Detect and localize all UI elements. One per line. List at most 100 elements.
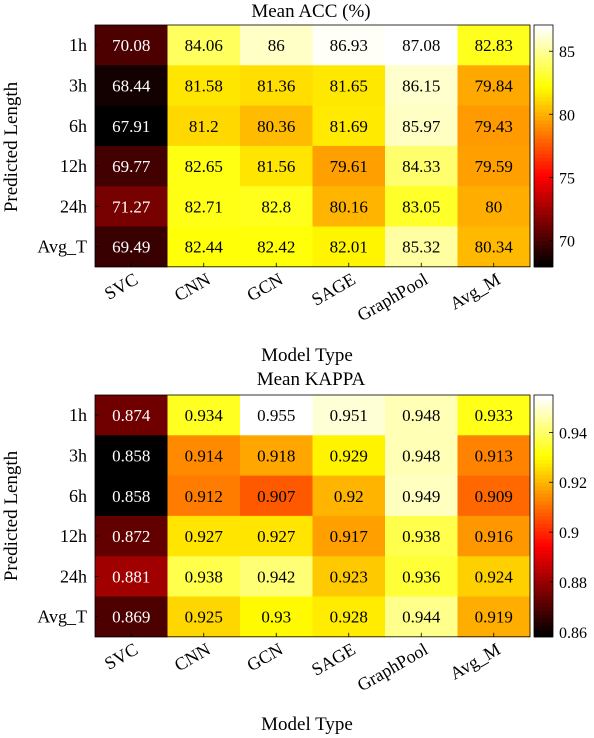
heatmap-cell — [385, 515, 458, 557]
colorbar-segment — [534, 587, 553, 593]
colorbar: 0.86 0.88 0.9 0.92 0.94 — [533, 394, 587, 642]
cell-value-label: 0.914 — [185, 446, 224, 465]
cell-value-label: 82.42 — [257, 238, 295, 257]
colorbar-segment — [534, 210, 553, 215]
colorbar-segment — [534, 217, 553, 223]
colorbar-segment — [534, 557, 553, 562]
colorbar-segment — [534, 455, 553, 460]
colorbar-segment — [534, 187, 553, 192]
colorbar-segment — [534, 255, 553, 260]
colorbar-segment — [534, 108, 553, 113]
cell-value-label: 71.27 — [112, 197, 151, 216]
colorbar-segment — [534, 225, 553, 230]
colorbar-segment — [534, 395, 553, 400]
cell-value-label: 67.91 — [112, 117, 150, 136]
cell-value-label: 0.944 — [402, 608, 441, 627]
heatmap-cell — [240, 145, 313, 187]
colorbar-frame — [533, 24, 554, 268]
cell-value-label: 0.927 — [257, 527, 296, 546]
colorbar-segment — [534, 247, 553, 253]
heatmap-cells: 70.08 84.06 86 86.93 87.08 82.83 68.44 81.58 81.… — [94, 24, 531, 268]
cell-value-label: 0.924 — [475, 567, 514, 586]
heatmap-cell — [385, 226, 458, 268]
cell-value-label: 0.951 — [330, 406, 368, 425]
colorbar-segment — [534, 70, 553, 75]
colorbar-segment — [534, 127, 553, 132]
cell-value-label: 0.934 — [185, 406, 224, 425]
y-axis-label: Predicted Length — [1, 81, 22, 212]
cell-value-label: 0.927 — [185, 527, 224, 546]
heatmap-cell — [312, 435, 386, 477]
x-tick-label: GraphPool — [354, 639, 432, 695]
cell-value-label: 82.01 — [330, 238, 368, 257]
colorbar-segment — [534, 565, 553, 570]
colorbar-segment — [534, 62, 553, 68]
heatmap-cell — [240, 475, 313, 517]
colorbar-segment — [534, 85, 553, 90]
colorbar-segment — [534, 93, 553, 98]
colorbar-segment — [534, 130, 553, 136]
colorbar-segment — [534, 398, 553, 404]
x-tick-label: SVC — [101, 639, 141, 674]
heatmap-cell — [240, 65, 313, 107]
colorbar-segment — [534, 474, 553, 479]
heatmap-cell — [312, 395, 386, 436]
colorbar-segment — [534, 493, 553, 498]
x-axis-label: Model Type — [261, 345, 353, 366]
cell-value-label: 0.869 — [112, 608, 150, 627]
colorbar-segment — [534, 149, 553, 155]
colorbar-segment — [534, 527, 553, 532]
y-tick-label: 24h — [60, 566, 87, 586]
colorbar-segment — [534, 580, 553, 585]
colorbar-segment — [534, 459, 553, 464]
cell-value-label: 87.08 — [402, 36, 440, 55]
colorbar-segment — [534, 610, 553, 615]
colorbar-segment — [534, 466, 553, 472]
colorbar-segment — [534, 406, 553, 411]
colorbar-segment — [534, 606, 553, 611]
colorbar-segment — [534, 534, 553, 540]
colorbar-segment — [534, 153, 553, 158]
y-tick-labels: 1h 3h 6h 12h 24h Avg_T — [37, 405, 99, 627]
colorbar-segment — [534, 583, 553, 589]
y-tick-label: 3h — [69, 75, 87, 95]
colorbar-segment — [534, 515, 553, 521]
colorbar-segment — [534, 161, 553, 166]
colorbar-segment — [534, 25, 553, 30]
colorbar-segment — [534, 451, 553, 457]
heatmap-cell — [167, 226, 241, 268]
heatmap-cell — [457, 65, 531, 107]
heatmap-cell — [95, 395, 168, 436]
cell-value-label: 0.923 — [330, 567, 368, 586]
cell-value-label: 86.15 — [402, 76, 440, 95]
colorbar-segment — [534, 134, 553, 139]
cell-value-label: 68.44 — [112, 76, 151, 95]
y-tick-label: 12h — [60, 526, 87, 546]
cell-value-label: 81.58 — [185, 76, 223, 95]
colorbar-segment — [534, 633, 553, 638]
cell-value-label: 80.16 — [330, 197, 368, 216]
colorbar-segment — [534, 191, 553, 196]
heatmap-frame — [94, 24, 531, 268]
colorbar-segment — [534, 115, 553, 121]
colorbar-tick-label: 85 — [559, 44, 575, 61]
heatmap-cell — [95, 105, 168, 147]
colorbar-segment — [534, 402, 553, 407]
heatmap-cell — [240, 226, 313, 268]
heatmap-cell — [95, 596, 168, 638]
colorbar-segment — [534, 410, 553, 415]
colorbar-segment — [534, 77, 553, 83]
colorbar-segment — [534, 66, 553, 71]
colorbar-tick-label: 0.92 — [559, 475, 587, 492]
y-tick-label: Avg_T — [37, 607, 87, 627]
cell-value-label: 84.33 — [402, 157, 440, 176]
cell-value-label: 79.59 — [475, 157, 513, 176]
heatmap-cell — [385, 65, 458, 107]
heatmap-cell — [312, 145, 386, 187]
y-tick-label: 24h — [60, 196, 87, 216]
heatmap-cell — [95, 25, 168, 66]
colorbar-segment — [534, 432, 553, 438]
colorbar-segment — [534, 123, 553, 128]
